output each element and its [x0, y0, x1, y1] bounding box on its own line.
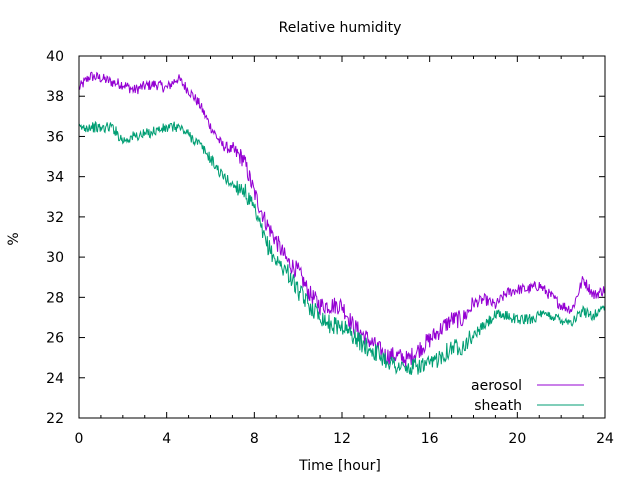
legend-label-aerosol: aerosol [471, 378, 522, 394]
axis-ticks [78, 55, 606, 419]
x-tick-label: 16 [421, 431, 439, 447]
y-tick-label: 28 [46, 290, 64, 306]
x-tick-label: 8 [250, 431, 259, 447]
x-axis-label: Time [hour] [298, 458, 381, 474]
y-tick-label: 30 [46, 250, 64, 266]
y-tick-label: 34 [46, 170, 64, 186]
y-tick-label: 32 [46, 210, 64, 226]
x-tick-label: 12 [333, 431, 351, 447]
y-axis-label: % [6, 232, 22, 245]
series-line-aerosol [78, 71, 606, 368]
x-tick-label: 24 [596, 431, 614, 447]
plot-lines [78, 71, 606, 376]
x-tick-label: 0 [75, 431, 84, 447]
chart-title: Relative humidity [279, 20, 402, 36]
legend: aerosol sheath [471, 378, 584, 414]
tick-labels: 0 4 8 12 16 20 24 22 24 26 28 30 32 34 36 38 40 [46, 49, 614, 447]
y-tick-label: 26 [46, 331, 64, 347]
y-tick-label: 22 [46, 411, 64, 427]
y-tick-label: 24 [46, 371, 64, 387]
x-tick-label: 20 [508, 431, 526, 447]
y-tick-label: 40 [46, 49, 64, 65]
x-tick-label: 4 [162, 431, 171, 447]
legend-label-sheath: sheath [474, 398, 522, 414]
y-tick-label: 38 [46, 89, 64, 105]
y-tick-label: 36 [46, 129, 64, 145]
series-line-sheath [78, 120, 606, 376]
plot-frame [78, 55, 606, 419]
